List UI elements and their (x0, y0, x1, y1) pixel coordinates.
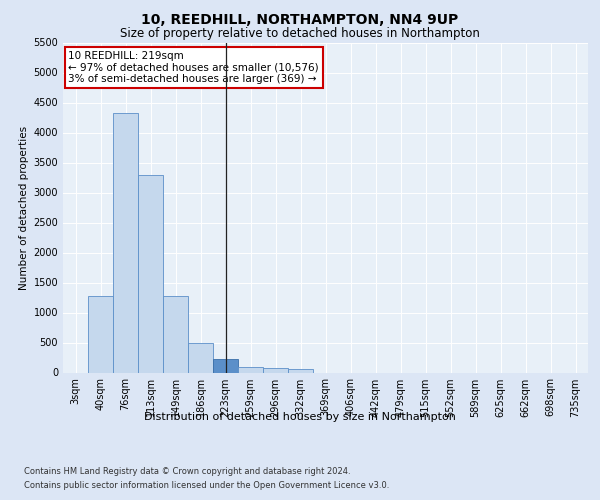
Bar (263, 368, 288, 372)
Text: Size of property relative to detached houses in Northampton: Size of property relative to detached ho… (120, 28, 480, 40)
Bar (138, 174, 163, 372)
Bar (288, 369, 313, 372)
Bar (238, 367, 263, 372)
Text: Contains HM Land Registry data © Crown copyright and database right 2024.: Contains HM Land Registry data © Crown c… (24, 468, 350, 476)
Bar (188, 343, 213, 372)
Text: Contains public sector information licensed under the Open Government Licence v3: Contains public sector information licen… (24, 481, 389, 490)
Text: 10 REEDHILL: 219sqm
← 97% of detached houses are smaller (10,576)
3% of semi-det: 10 REEDHILL: 219sqm ← 97% of detached ho… (68, 51, 319, 84)
Bar (213, 360, 238, 372)
Text: 10, REEDHILL, NORTHAMPTON, NN4 9UP: 10, REEDHILL, NORTHAMPTON, NN4 9UP (142, 12, 458, 26)
Text: Distribution of detached houses by size in Northampton: Distribution of detached houses by size … (144, 412, 456, 422)
Bar (113, 112, 138, 372)
Bar (163, 296, 188, 372)
Y-axis label: Number of detached properties: Number of detached properties (19, 126, 29, 290)
Bar (88, 296, 113, 372)
